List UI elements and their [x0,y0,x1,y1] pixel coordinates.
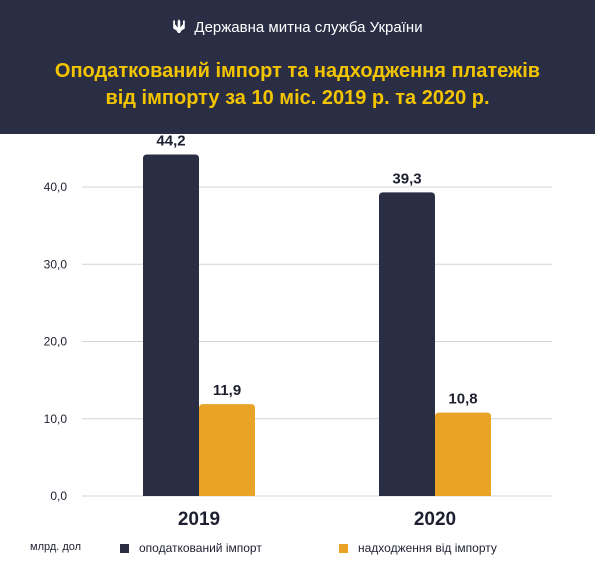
bar-chart: 0,0 10,0 20,0 30,0 40,0 44,2 11,9 39,3 10,8 201… [44,134,552,530]
legend-label-taxed-import: оподаткований імпорт [139,541,262,555]
legend-label-import-revenue: надходження від імпорту [358,541,497,555]
legend-swatch-import-revenue [339,543,348,553]
chart-title-line-1: Оподаткований імпорт та надходження плат… [54,60,541,82]
unit-label: млрд. дол [30,541,82,553]
bar-2020-series-0 [379,192,435,496]
bar-2019-series-1 [199,404,255,496]
value-label: 10,8 [448,391,477,408]
legend-item-taxed-import: оподаткований імпорт [120,538,262,558]
bar-2019-series-0 [143,154,199,496]
y-tick-label: 0,0 [50,489,67,503]
chart-title-line-2: від імпорту за 10 міс. 2019 р. та 2020 р… [105,87,490,109]
bars [143,154,491,496]
y-tick-label: 20,0 [44,335,68,349]
value-label: 44,2 [156,134,185,150]
y-tick-label: 30,0 [44,257,68,271]
x-tick-label: 2020 [414,509,456,530]
y-tick-label: 10,0 [44,412,68,426]
y-axis-ticks: 0,0 10,0 20,0 30,0 40,0 [44,180,68,503]
agency-name: Державна митна служба України [0,18,595,36]
value-label: 39,3 [392,170,421,187]
agency-name-text: Державна митна служба України [194,19,423,36]
x-tick-label: 2019 [178,509,220,530]
bar-2020-series-1 [435,412,491,496]
legend-swatch-taxed-import [120,543,129,553]
legend-item-import-revenue: надходження від імпорту [339,538,497,558]
trident-icon [173,19,186,33]
value-label: 11,9 [213,382,241,399]
header-banner: Державна митна служба України Оподаткова… [0,0,595,134]
legend: млрд. дол оподаткований імпорт надходжен… [0,538,595,558]
y-tick-label: 40,0 [44,180,68,194]
x-axis-labels: 2019 2020 [178,509,456,530]
value-labels: 44,2 11,9 39,3 10,8 [156,134,477,408]
chart-title: Оподаткований імпорт та надходження плат… [0,58,595,112]
